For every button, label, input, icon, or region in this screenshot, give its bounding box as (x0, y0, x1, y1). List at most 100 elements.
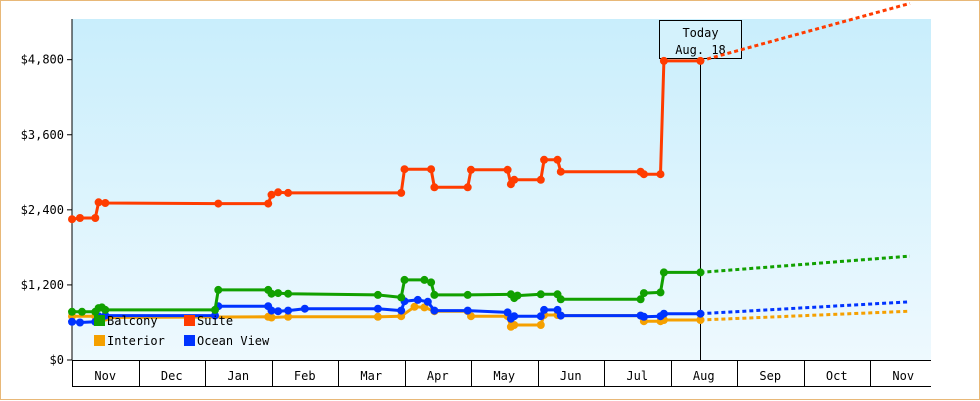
data-point-balcony (656, 288, 665, 297)
data-point-balcony (513, 291, 522, 300)
data-point-interior (267, 313, 276, 322)
x-tick-label: Jan (227, 369, 249, 383)
legend-swatch-interior (94, 335, 105, 346)
x-tick-label: Apr (427, 369, 449, 383)
data-point-ocean-view (211, 311, 219, 320)
data-point-suite (76, 214, 84, 222)
data-point-suite (540, 155, 549, 164)
data-point-interior (696, 316, 705, 324)
data-point-suite (463, 183, 472, 192)
data-point-ocean-view (540, 305, 549, 314)
data-point-balcony (274, 289, 283, 298)
data-point-suite (264, 199, 273, 208)
data-point-ocean-view (76, 318, 84, 327)
x-tick-label: Mar (360, 369, 382, 383)
y-tick-label: $3,600 (21, 128, 64, 142)
data-point-suite (214, 199, 223, 208)
y-tick-label: $4,800 (21, 53, 64, 67)
series-line-suite (71, 59, 701, 221)
data-point-suite (536, 175, 545, 184)
legend-swatch-ocean-view (184, 335, 195, 346)
data-point-ocean-view (373, 304, 382, 313)
data-point-ocean-view (536, 312, 545, 321)
data-point-ocean-view (696, 309, 705, 318)
series-ocean-view (68, 295, 910, 327)
x-tick-label: Dec (161, 369, 183, 383)
today-label: Today (682, 26, 718, 40)
data-point-balcony (284, 289, 293, 298)
data-point-suite (427, 165, 436, 174)
data-point-suite (553, 155, 562, 164)
data-point-balcony (373, 290, 382, 299)
data-point-balcony (659, 268, 668, 277)
data-point-balcony (636, 295, 645, 304)
data-point-ocean-view (463, 306, 472, 315)
data-point-interior (373, 312, 382, 321)
data-point-ocean-view (430, 306, 439, 315)
data-point-ocean-view (659, 309, 668, 318)
legend-label-suite: Suite (197, 314, 233, 328)
data-point-ocean-view (68, 317, 76, 326)
data-point-suite (430, 183, 439, 192)
data-point-ocean-view (639, 312, 648, 321)
data-point-ocean-view (300, 304, 309, 313)
data-point-balcony (696, 268, 705, 277)
data-point-interior (536, 321, 545, 329)
x-tick-label: Feb (294, 369, 316, 383)
data-point-balcony (101, 305, 110, 314)
data-point-balcony (639, 289, 648, 298)
data-point-suite (101, 199, 110, 207)
y-tick-label: $0 (50, 353, 64, 367)
data-point-suite (656, 170, 665, 179)
series-projection-balcony (700, 254, 911, 274)
data-point-suite (284, 188, 293, 197)
data-point-suite (696, 56, 705, 65)
data-point-balcony (267, 289, 276, 298)
data-point-ocean-view (267, 306, 276, 315)
data-point-ocean-view (503, 308, 512, 317)
x-tick-label: Nov (94, 369, 116, 383)
data-point-balcony (536, 290, 545, 299)
data-point-balcony (556, 295, 565, 304)
data-point-interior (284, 312, 293, 321)
today-marker: Today Aug. 18 (659, 20, 742, 360)
x-tick-label: Oct (826, 369, 848, 383)
data-point-ocean-view (556, 311, 565, 320)
data-point-suite (556, 167, 565, 176)
data-point-balcony (397, 293, 406, 302)
data-point-balcony (400, 275, 409, 284)
data-point-balcony (78, 307, 86, 316)
today-date: Aug. 18 (675, 43, 726, 57)
data-point-suite (267, 190, 276, 199)
data-point-balcony (427, 278, 436, 287)
data-point-suite (68, 215, 76, 224)
x-tick-label: Aug (693, 369, 715, 383)
data-point-interior (410, 302, 419, 311)
data-point-balcony (420, 275, 429, 284)
data-point-ocean-view (397, 306, 406, 315)
legend-label-interior: Interior (107, 334, 165, 348)
data-point-ocean-view (510, 312, 519, 321)
y-axis: $0 $1,200 $2,400 $3,600 $4,800 (21, 19, 73, 367)
legend-label-ocean-view: Ocean View (197, 334, 270, 348)
data-point-suite (94, 198, 103, 207)
today-box (659, 20, 742, 59)
data-point-suite (510, 175, 519, 184)
x-tick-label: Sep (759, 369, 781, 383)
x-tick-label: May (493, 369, 515, 383)
y-tick-label: $2,400 (21, 203, 64, 217)
data-point-suite (274, 188, 283, 197)
data-point-ocean-view (284, 306, 293, 315)
legend-swatch-balcony (94, 315, 105, 326)
data-point-balcony (463, 290, 472, 299)
data-point-suite (91, 214, 100, 222)
data-point-balcony (68, 307, 76, 316)
x-tick-label: Jun (560, 369, 582, 383)
data-point-ocean-view (413, 295, 422, 304)
legend: Balcony Suite Interior Ocean View (94, 314, 270, 348)
data-point-suite (503, 165, 512, 174)
data-point-ocean-view (423, 297, 432, 306)
series-balcony (68, 254, 911, 316)
